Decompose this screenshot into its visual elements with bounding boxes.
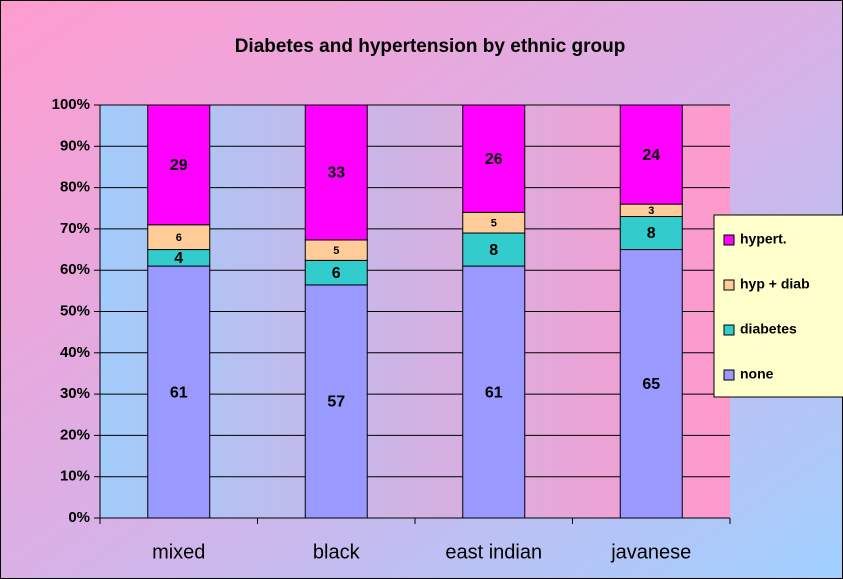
- data-label: 57: [327, 394, 345, 411]
- x-tick-label: black: [313, 541, 361, 563]
- legend-swatch: [723, 369, 735, 381]
- y-tick-label: 100%: [52, 96, 90, 113]
- legend-label: hyp + diab: [740, 276, 810, 292]
- y-tick-label: 30%: [60, 385, 90, 402]
- y-tick-label: 90%: [60, 137, 90, 154]
- bar-segment: [619, 104, 683, 205]
- legend-label: diabetes: [740, 321, 797, 337]
- y-tick-label: 0%: [68, 509, 90, 526]
- bar-segment: [147, 265, 211, 519]
- legend-label: hypert.: [740, 231, 787, 247]
- bar-segment: [304, 284, 368, 519]
- data-label: 61: [170, 384, 188, 401]
- x-tick-label: east indian: [445, 541, 542, 563]
- y-tick-label: 40%: [60, 344, 90, 361]
- legend-label: none: [740, 366, 774, 382]
- data-label: 26: [485, 151, 503, 168]
- data-label: 6: [332, 265, 341, 282]
- y-tick-label: 50%: [60, 302, 90, 319]
- bar-segment: [147, 224, 211, 251]
- bar-segment: [462, 104, 526, 213]
- y-tick-label: 60%: [60, 261, 90, 278]
- data-label: 65: [642, 376, 660, 393]
- bar-segment: [304, 104, 368, 241]
- data-label: 8: [647, 225, 656, 242]
- data-label: 4: [174, 250, 183, 267]
- data-label: 5: [491, 218, 497, 230]
- bar-segment: [619, 249, 683, 519]
- data-label: 8: [489, 242, 498, 259]
- data-label: 3: [648, 205, 654, 217]
- data-label: 6: [176, 232, 182, 244]
- bar-segment: [462, 232, 526, 267]
- data-label: 29: [170, 157, 188, 174]
- legend-box: [713, 214, 843, 398]
- bar-segment: [147, 104, 211, 226]
- x-tick-label: javanese: [610, 541, 691, 563]
- y-tick-label: 10%: [60, 468, 90, 485]
- y-tick-label: 70%: [60, 220, 90, 237]
- legend-swatch: [723, 234, 735, 246]
- x-tick-label: mixed: [152, 541, 205, 563]
- y-tick-label: 80%: [60, 179, 90, 196]
- data-label: 33: [327, 165, 345, 182]
- data-label: 61: [485, 384, 503, 401]
- data-label: 24: [642, 147, 660, 164]
- bar-segment: [304, 259, 368, 286]
- bar-segment: [619, 216, 683, 251]
- data-label: 5: [333, 245, 339, 257]
- chart-title: Diabetes and hypertension by ethnic grou…: [235, 36, 626, 57]
- y-tick-label: 20%: [60, 426, 90, 443]
- legend-swatch: [723, 279, 735, 291]
- legend-swatch: [723, 324, 735, 336]
